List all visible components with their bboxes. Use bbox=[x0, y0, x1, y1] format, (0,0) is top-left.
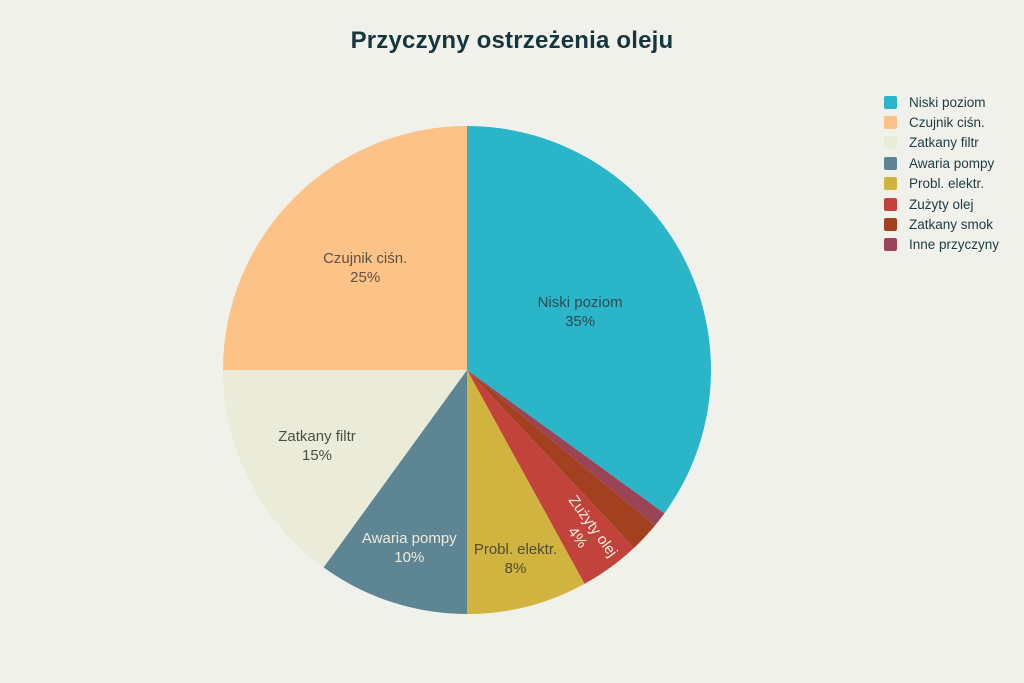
legend-swatch-icon bbox=[884, 238, 897, 252]
pie-slice-inne-przyczyny[interactable] bbox=[467, 370, 665, 526]
legend-item-label: Zatkany smok bbox=[909, 217, 994, 233]
legend-swatch-icon bbox=[884, 197, 897, 211]
pie-slice-zatkany-smok[interactable] bbox=[467, 370, 656, 548]
legend-swatch-icon bbox=[884, 116, 897, 130]
legend: Niski poziom Czujnik ciśn. Zatkany filtr Aw… bbox=[884, 92, 999, 255]
legend-item-label: Inne przyczyny bbox=[909, 237, 1000, 253]
legend-swatch-icon bbox=[884, 95, 897, 109]
pie-slice-czujnik-cisn[interactable] bbox=[223, 126, 467, 370]
legend-item-czujnik-cisn[interactable]: Czujnik ciśn. bbox=[884, 112, 999, 132]
legend-item-label: Niski poziom bbox=[909, 94, 986, 110]
legend-item-niski-poziom[interactable]: Niski poziom bbox=[884, 92, 999, 112]
pie-slice-zatkany-filtr[interactable] bbox=[223, 370, 467, 568]
legend-swatch-icon bbox=[884, 156, 897, 170]
legend-item-zuzyty-olej[interactable]: Zużyty olej bbox=[884, 194, 999, 214]
legend-item-inne-przyczyny[interactable]: Inne przyczyny bbox=[884, 235, 999, 255]
pie-slice-zuzyty-olej[interactable] bbox=[467, 370, 635, 584]
legend-item-label: Awaria pompy bbox=[909, 155, 995, 171]
pie-slice-probl-elektr[interactable] bbox=[467, 370, 585, 614]
legend-item-label: Zatkany filtr bbox=[909, 135, 979, 151]
legend-swatch-icon bbox=[884, 136, 897, 150]
pie-slice-awaria-pompy[interactable] bbox=[323, 370, 467, 614]
pie-slice-niski-poziom[interactable] bbox=[467, 126, 712, 514]
legend-item-awaria-pompy[interactable]: Awaria pompy bbox=[884, 153, 999, 173]
legend-item-label: Zużyty olej bbox=[909, 196, 974, 212]
chart-title: Przyczyny ostrzeżenia oleju bbox=[350, 27, 674, 54]
legend-item-label: Probl. elektr. bbox=[909, 176, 985, 192]
legend-item-label: Czujnik ciśn. bbox=[909, 115, 985, 131]
legend-item-zatkany-filtr[interactable]: Zatkany filtr bbox=[884, 133, 999, 153]
legend-swatch-icon bbox=[884, 177, 897, 191]
legend-swatch-icon bbox=[884, 218, 897, 232]
legend-item-probl-elektr[interactable]: Probl. elektr. bbox=[884, 174, 999, 194]
legend-item-zatkany-smok[interactable]: Zatkany smok bbox=[884, 214, 999, 234]
